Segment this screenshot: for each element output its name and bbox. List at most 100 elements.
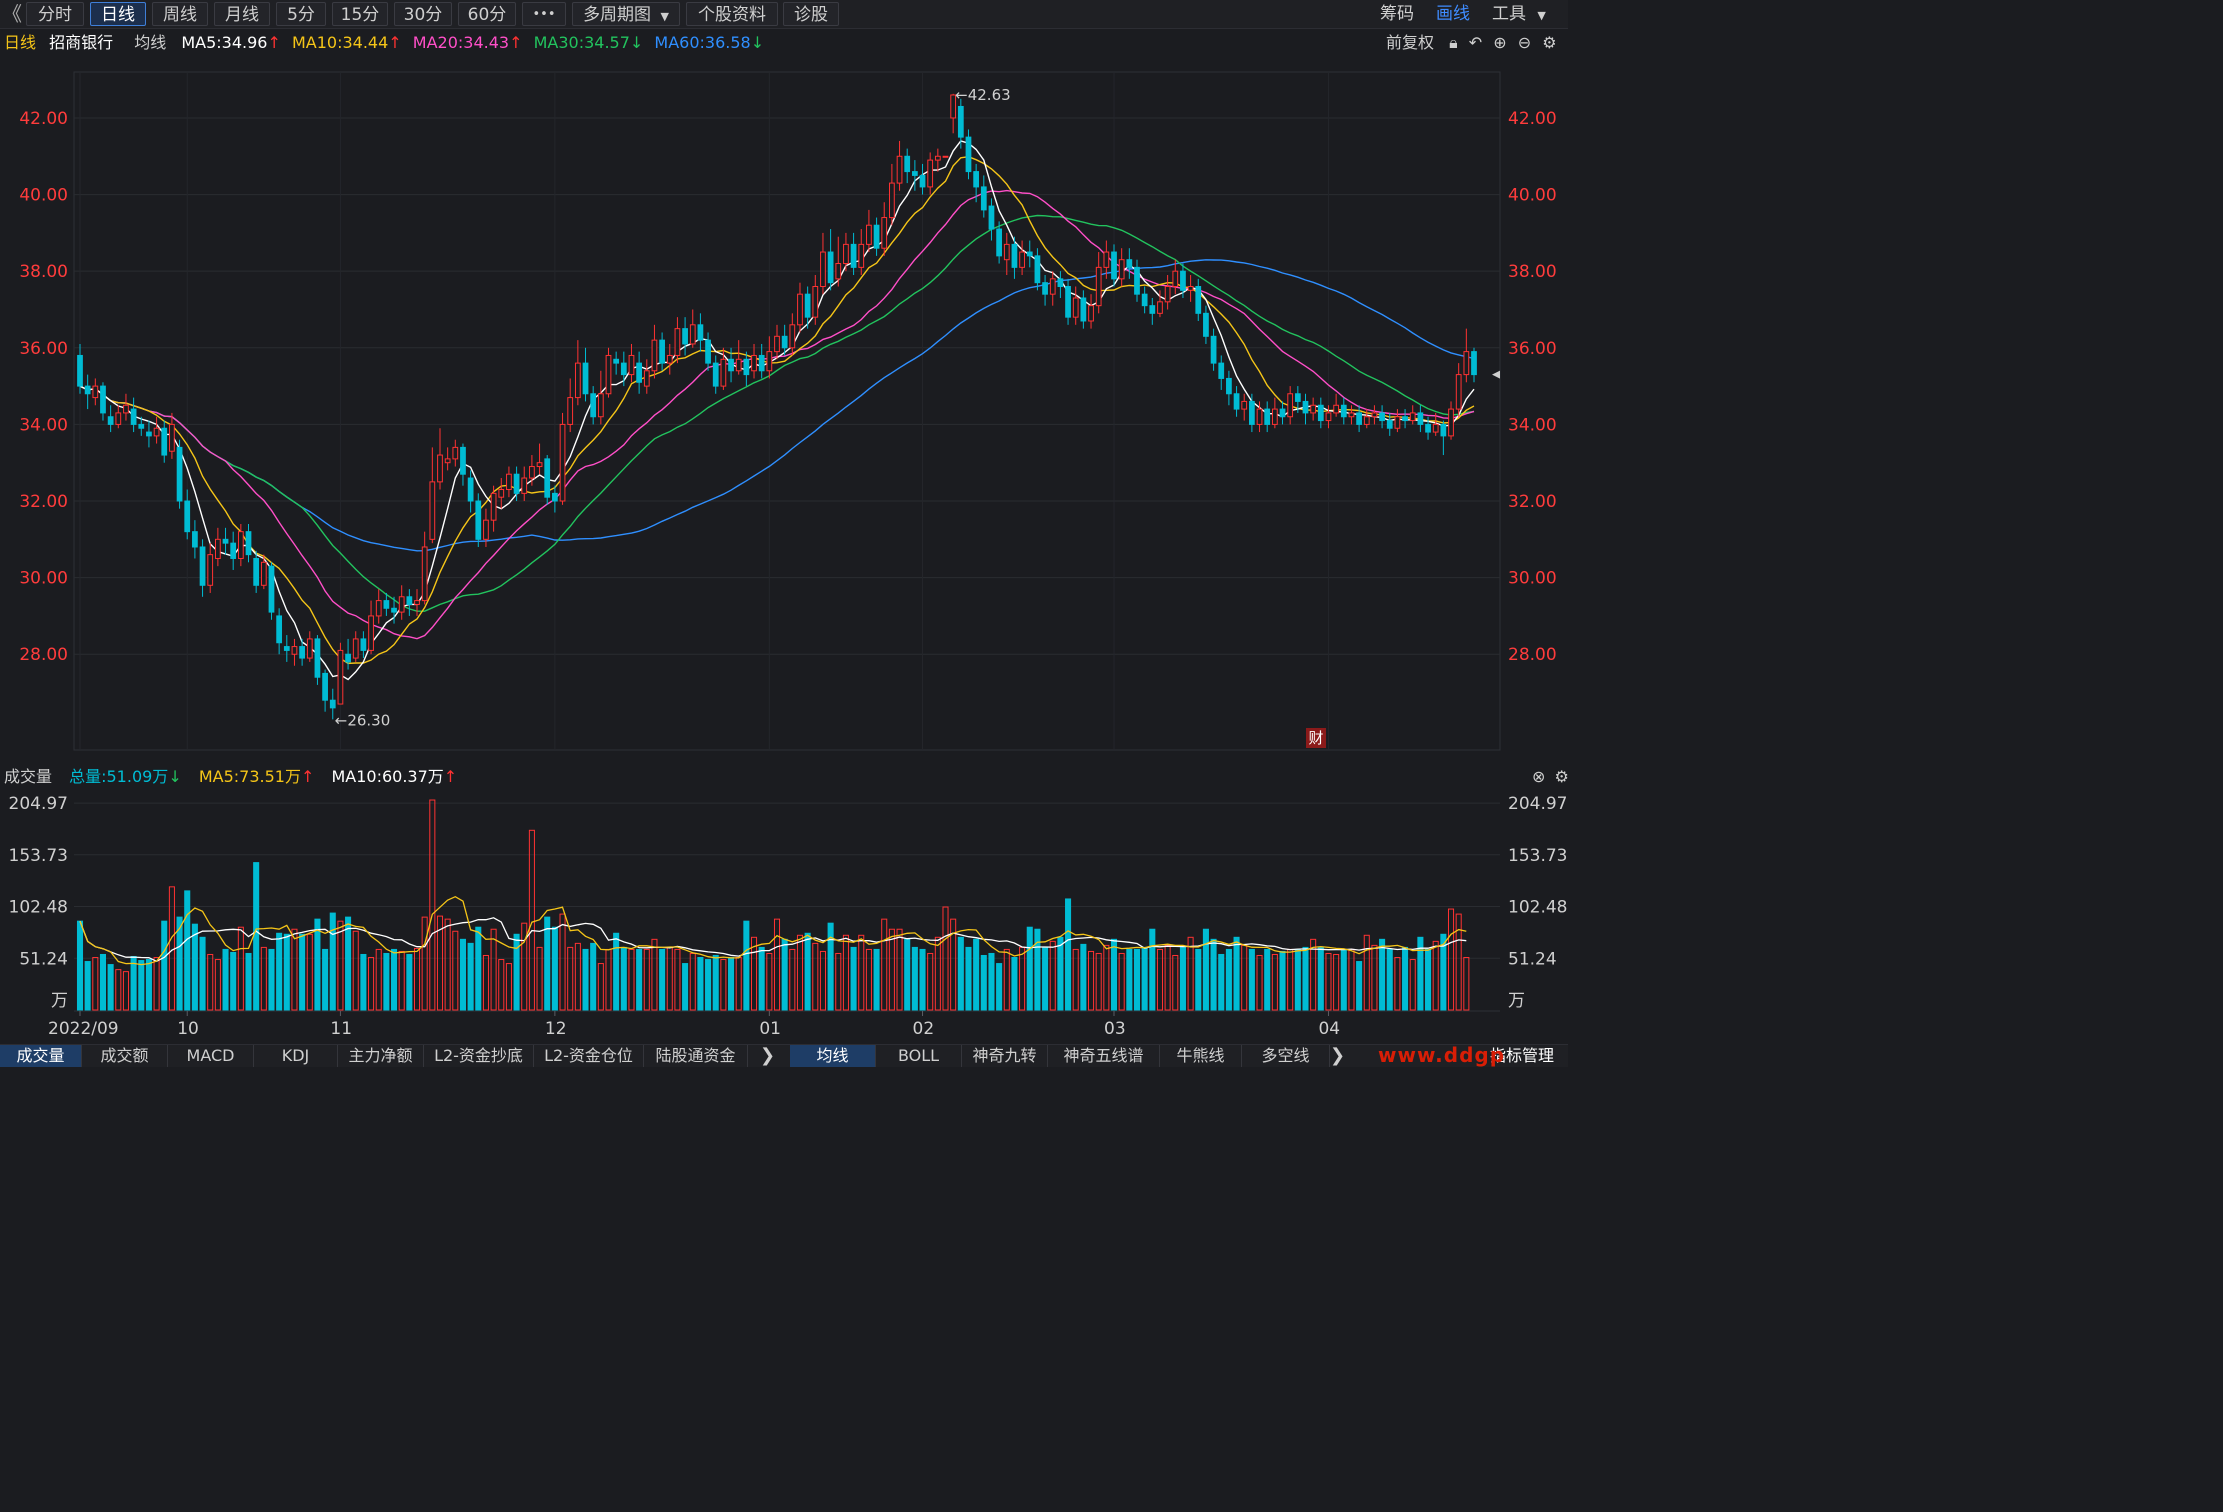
chevron-right-icon[interactable]: ❯ — [1330, 1045, 1346, 1066]
ma10-value: MA10:34.44 — [291, 33, 389, 52]
candle — [1019, 240, 1025, 276]
more-periods-button[interactable]: ••• — [522, 2, 566, 26]
period-tab[interactable]: 日线 — [90, 2, 146, 26]
overlay-tab[interactable]: 多空线 — [1242, 1045, 1330, 1067]
overlay-tab[interactable]: BOLL — [876, 1045, 962, 1067]
diagnose-button[interactable]: 诊股 — [783, 2, 839, 26]
period-tab[interactable]: 分时 — [26, 2, 84, 26]
arrow-up-icon: ↑ — [509, 33, 523, 52]
stock-name[interactable]: 招商银行 — [49, 33, 114, 52]
draw-line-button[interactable]: 画线 — [1436, 4, 1470, 24]
lock-icon[interactable]: 🔒︎ — [1449, 33, 1458, 52]
candle — [130, 397, 137, 433]
overlay-tab[interactable]: 神奇五线谱 — [1048, 1045, 1160, 1067]
chevron-right-icon[interactable]: ❯ — [760, 1045, 776, 1066]
candle-body — [483, 519, 489, 540]
indicator-tab[interactable]: L2-资金抄底 — [424, 1045, 534, 1067]
volume-bar — [1202, 928, 1209, 1011]
volume-bar — [942, 906, 949, 1011]
overlay-tab[interactable]: 牛熊线 — [1160, 1045, 1242, 1067]
volume-bar — [413, 947, 421, 1011]
candlesticks — [77, 93, 1477, 720]
candle-body — [506, 473, 512, 491]
zoom-in-icon[interactable]: ⊕ — [1493, 33, 1507, 52]
indicator-tab[interactable]: KDJ — [254, 1045, 338, 1067]
candle — [207, 543, 214, 593]
period-tab[interactable]: 月线 — [214, 2, 270, 26]
candle — [1356, 405, 1362, 433]
period-tab[interactable]: 15分 — [332, 2, 388, 26]
undo-icon[interactable]: ↶ — [1468, 33, 1483, 52]
candle-body — [291, 646, 298, 655]
candle — [1187, 275, 1194, 302]
candle-body — [176, 446, 183, 502]
candle — [636, 351, 643, 394]
volume-bar — [191, 923, 198, 1011]
ma-label[interactable]: 均线 — [134, 33, 167, 52]
candle-body — [115, 412, 122, 425]
volume-bar — [475, 926, 482, 1011]
ma60-line — [79, 259, 1475, 552]
indicator-tab[interactable]: 陆股通资金 — [644, 1045, 748, 1067]
ma60-value: MA60:36.58 — [654, 33, 751, 52]
volume-bar — [1241, 944, 1248, 1011]
candle — [927, 152, 934, 195]
candle-body — [414, 600, 420, 605]
caret-down-icon: ▼ — [660, 10, 669, 23]
close-icon[interactable]: ⊗ — [1532, 767, 1546, 786]
zoom-out-icon[interactable]: ⊖ — [1517, 33, 1532, 52]
candle-body — [1287, 393, 1294, 418]
candle-body — [222, 538, 229, 544]
volume-bar — [697, 957, 704, 1011]
candle-body — [1111, 251, 1117, 280]
candle — [789, 313, 796, 356]
chips-button[interactable]: 筹码 — [1380, 4, 1414, 24]
settings-icon[interactable]: ⚙ — [1554, 767, 1569, 786]
price-chart[interactable]: 42.00 40.00 38.00 36.00 34.00 32.00 30.00 28.00… — [0, 56, 1568, 766]
index-manage-button[interactable]: 指标管理 — [1490, 1046, 1555, 1065]
indicator-tab[interactable]: 成交额 — [82, 1045, 168, 1067]
settings-icon[interactable]: ⚙ — [1542, 33, 1557, 52]
indicator-tab[interactable]: 成交量 — [0, 1045, 82, 1067]
finance-badge[interactable]: 财 — [1306, 728, 1326, 748]
candle-body — [1356, 412, 1362, 425]
stock-info-button[interactable]: 个股资料 — [686, 2, 778, 26]
overlay-tab[interactable]: 神奇九转 — [962, 1045, 1048, 1067]
indicator-tab[interactable]: MACD — [168, 1045, 254, 1067]
low-price-marker: ←26.30 — [335, 711, 391, 729]
candle — [1409, 405, 1416, 425]
candle — [1233, 386, 1240, 417]
candle — [1394, 409, 1401, 433]
candle-body — [1249, 400, 1255, 425]
candle — [1149, 298, 1156, 325]
multi-period-button[interactable]: 多周期图 ▼ — [572, 2, 680, 26]
candle-body — [896, 155, 903, 184]
candle-body — [299, 646, 305, 659]
period-tab[interactable]: 60分 — [458, 2, 516, 26]
adjust-mode-label[interactable]: 前复权 — [1386, 33, 1435, 52]
candle-body — [820, 251, 826, 288]
volume-bar — [651, 938, 658, 1011]
tools-button[interactable]: 工具 ▼ — [1492, 2, 1558, 26]
candle — [1157, 290, 1163, 318]
candle — [329, 688, 336, 720]
period-tab[interactable]: 周线 — [152, 2, 208, 26]
volume-bar — [567, 946, 574, 1011]
candle — [421, 531, 428, 605]
overlay-tab[interactable]: 均线 — [790, 1045, 876, 1067]
volume-tick-label: 102.48 — [1508, 898, 1567, 918]
volume-chart[interactable]: 204.97 204.97 153.73 153.73 102.48 102.48 51.2… — [0, 788, 1568, 1042]
volume-bar — [950, 918, 957, 1011]
period-tab[interactable]: 5分 — [276, 2, 326, 26]
candle-body — [1264, 408, 1271, 425]
volume-bar — [934, 936, 941, 1011]
indicator-tab[interactable]: L2-资金仓位 — [534, 1045, 644, 1067]
indicator-tab[interactable]: 主力净额 — [338, 1045, 424, 1067]
candle-body — [521, 477, 528, 494]
candle — [1042, 275, 1048, 306]
period-tab[interactable]: 30分 — [394, 2, 452, 26]
candle-body — [260, 561, 267, 586]
volume-ma10-line — [79, 917, 1467, 963]
back-chevron-icon[interactable]: 《 — [2, 2, 22, 26]
candle-body — [352, 638, 359, 659]
